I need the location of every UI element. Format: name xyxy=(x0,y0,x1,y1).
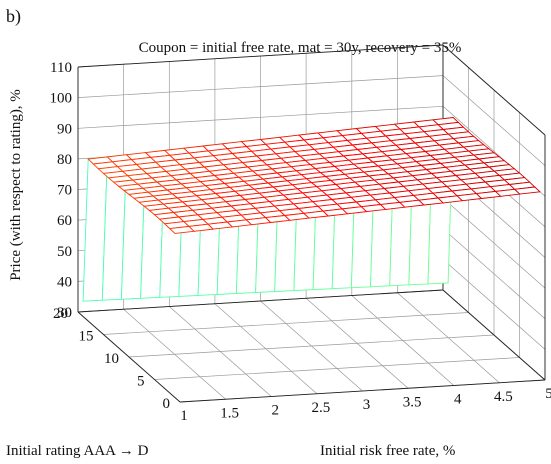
x-tick-label: 3 xyxy=(363,397,371,413)
z-tick-label: 40 xyxy=(57,274,72,290)
z-axis-label: Price (with respect to rating), % xyxy=(8,89,24,281)
axis-edge xyxy=(442,44,546,136)
gridline xyxy=(128,334,495,358)
gridline xyxy=(154,357,520,380)
axis-edge xyxy=(77,289,444,313)
axis-edge xyxy=(442,289,546,381)
gridline xyxy=(442,197,546,289)
y-tick-label: 15 xyxy=(79,329,94,345)
tick-labels: 30 40 50 60 70 80 90 100 110 0 5 10 15 20 1 1.5 2 2.5 3 3.5… xyxy=(50,60,551,424)
gridline xyxy=(77,75,444,98)
gridline xyxy=(103,312,469,335)
gridline xyxy=(442,75,546,166)
axis-edge xyxy=(77,44,444,68)
z-tick-label: 90 xyxy=(57,121,72,137)
x-tick-label: 4.5 xyxy=(494,389,513,405)
z-tick-label: 100 xyxy=(50,91,73,107)
chart-title: Coupon = initial free rate, mat = 30y, r… xyxy=(139,40,462,56)
axis-edge xyxy=(77,311,181,403)
x-axis-label: Initial risk free rate, % xyxy=(320,443,455,459)
z-tick-label: 30 xyxy=(57,305,72,321)
surface-mesh xyxy=(82,116,541,302)
x-tick-label: 1.5 xyxy=(220,405,239,421)
gridline xyxy=(77,105,444,129)
panel-label: b) xyxy=(6,6,21,27)
y-tick-label: 5 xyxy=(137,374,145,390)
gridline xyxy=(442,228,546,320)
x-tick-label: 1 xyxy=(180,408,188,424)
z-tick-label: 70 xyxy=(57,183,72,199)
surface-cell xyxy=(513,186,541,195)
y-tick-label: 20 xyxy=(53,306,68,322)
x-tick-label: 2.5 xyxy=(312,400,331,416)
z-tick-label: 50 xyxy=(57,244,72,260)
axis-edge xyxy=(179,379,546,403)
y-tick-label: 0 xyxy=(163,396,171,412)
z-tick-label: 60 xyxy=(57,213,72,229)
x-tick-label: 5 xyxy=(545,386,551,402)
x-tick-label: 2 xyxy=(272,403,280,419)
z-tick-label: 80 xyxy=(57,152,72,168)
x-tick-label: 4 xyxy=(454,392,462,408)
gridline xyxy=(442,259,546,350)
z-tick-label: 110 xyxy=(50,60,72,76)
y-axis-label: Initial rating AAA → D xyxy=(6,443,149,459)
y-tick-label: 10 xyxy=(104,351,119,367)
x-tick-label: 3.5 xyxy=(403,394,422,410)
